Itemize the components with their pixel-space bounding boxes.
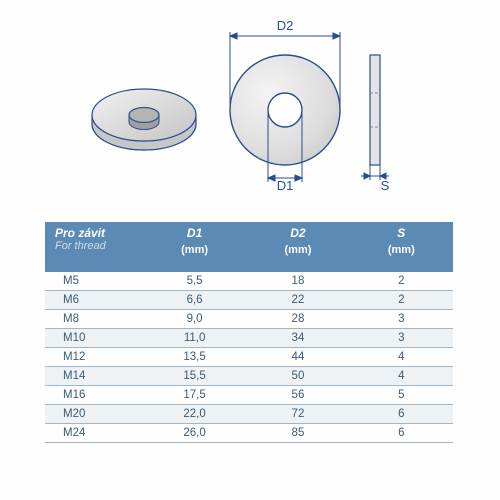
table-cell: 28 — [246, 310, 349, 329]
table-body: M55,5182M66,6222M89,0283M1011,0343M1213,… — [45, 272, 453, 443]
table-row: M89,0283 — [45, 310, 453, 329]
table-cell: 44 — [246, 348, 349, 367]
table-row: M1415,5504 — [45, 367, 453, 386]
table-cell: 2 — [350, 291, 453, 310]
table-cell: 3 — [350, 329, 453, 348]
table-cell: M6 — [45, 291, 143, 310]
table-cell: 2 — [350, 272, 453, 291]
col-header: Pro závitFor thread — [45, 222, 143, 272]
spec-table: Pro závitFor thread D1(mm)D2(mm)S(mm) M5… — [45, 222, 453, 443]
table-cell: M20 — [45, 405, 143, 424]
col-header: S(mm) — [350, 222, 453, 272]
table-cell: 15,5 — [143, 367, 246, 386]
table-cell: 9,0 — [143, 310, 246, 329]
table-row: M1617,5565 — [45, 386, 453, 405]
table-cell: 85 — [246, 424, 349, 443]
table-cell: 13,5 — [143, 348, 246, 367]
diagram-svg: D2 D1 S — [100, 20, 410, 190]
col-header: D1(mm) — [143, 222, 246, 272]
table-cell: 22 — [246, 291, 349, 310]
table-cell: 56 — [246, 386, 349, 405]
table-row: M1011,0343 — [45, 329, 453, 348]
table-row: M1213,5444 — [45, 348, 453, 367]
table-cell: M8 — [45, 310, 143, 329]
label-d1: D1 — [277, 178, 294, 193]
table-cell: M12 — [45, 348, 143, 367]
table-cell: 34 — [246, 329, 349, 348]
table-cell: M24 — [45, 424, 143, 443]
table-cell: 4 — [350, 367, 453, 386]
table-cell: 6,6 — [143, 291, 246, 310]
table-cell: 72 — [246, 405, 349, 424]
table-cell: M16 — [45, 386, 143, 405]
table-cell: 17,5 — [143, 386, 246, 405]
washer-diagram: D2 D1 S — [100, 20, 410, 190]
table-cell: M14 — [45, 367, 143, 386]
col-header: D2(mm) — [246, 222, 349, 272]
table-cell: 18 — [246, 272, 349, 291]
iso-view — [92, 89, 196, 150]
table-cell: 5,5 — [143, 272, 246, 291]
table-cell: 11,0 — [143, 329, 246, 348]
table-row: M66,6222 — [45, 291, 453, 310]
table-cell: 3 — [350, 310, 453, 329]
table-cell: 22,0 — [143, 405, 246, 424]
table-cell: 6 — [350, 424, 453, 443]
table-cell: M10 — [45, 329, 143, 348]
side-view: S — [361, 55, 390, 193]
front-view: D2 D1 — [230, 18, 340, 193]
table-row: M55,5182 — [45, 272, 453, 291]
table-cell: 26,0 — [143, 424, 246, 443]
label-s: S — [381, 178, 390, 193]
table-cell: M5 — [45, 272, 143, 291]
table-cell: 4 — [350, 348, 453, 367]
label-d2: D2 — [277, 18, 294, 33]
table-row: M2022,0726 — [45, 405, 453, 424]
table-row: M2426,0856 — [45, 424, 453, 443]
spec-table-wrap: Pro závitFor thread D1(mm)D2(mm)S(mm) M5… — [45, 222, 453, 443]
table-header: Pro závitFor thread D1(mm)D2(mm)S(mm) — [45, 222, 453, 272]
table-cell: 50 — [246, 367, 349, 386]
table-cell: 5 — [350, 386, 453, 405]
table-cell: 6 — [350, 405, 453, 424]
